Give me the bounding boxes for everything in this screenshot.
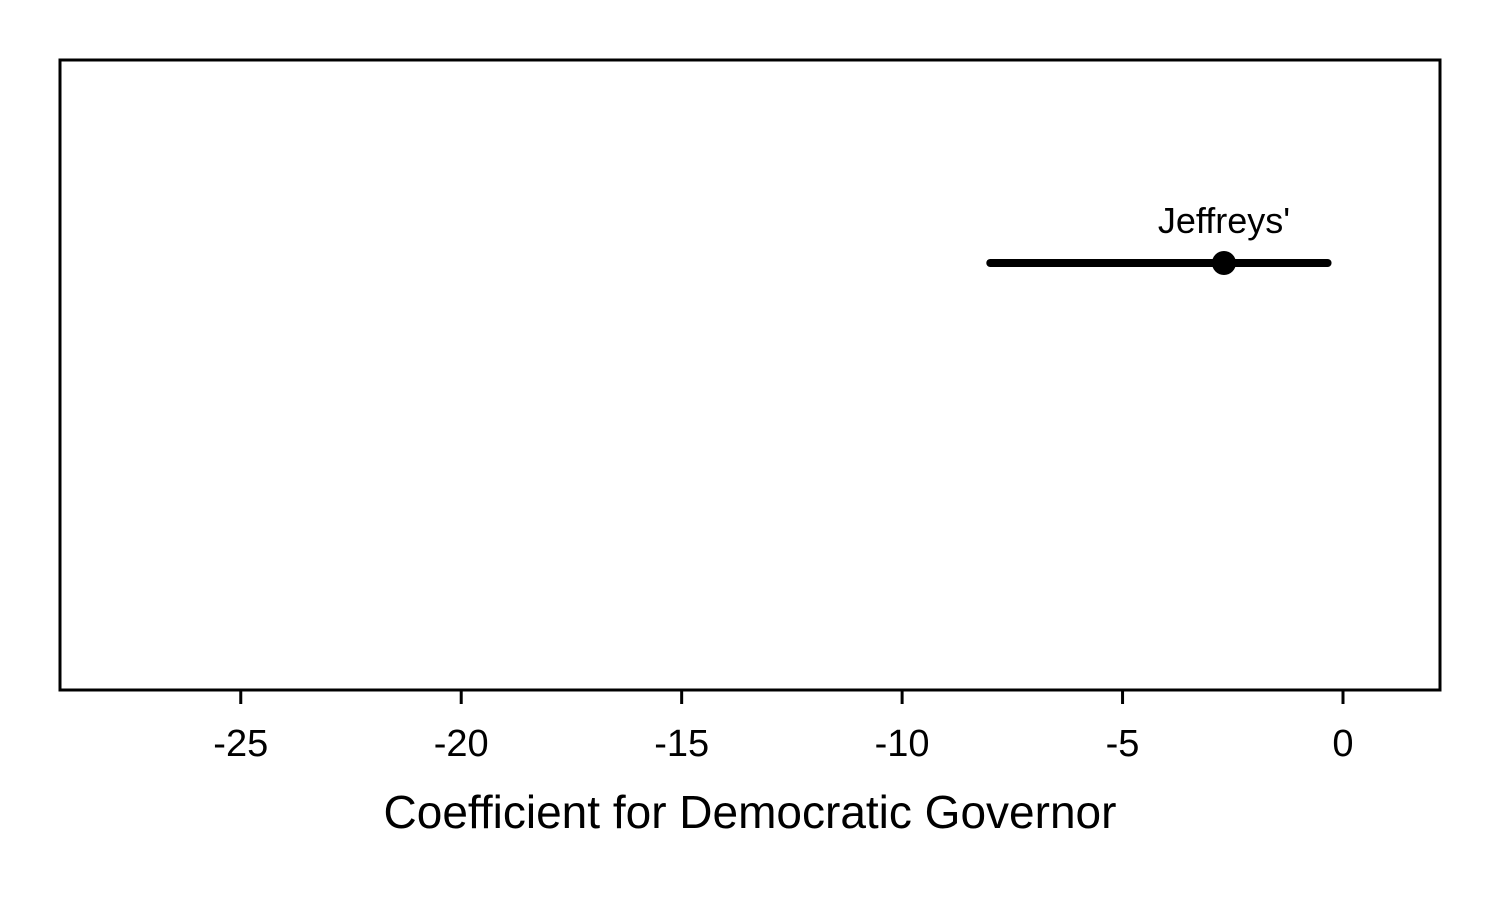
x-tick-label: -5: [1106, 723, 1140, 765]
x-tick-label: -15: [654, 723, 709, 765]
x-tick-label: 0: [1332, 723, 1353, 765]
plot-frame: [58, 58, 1442, 692]
point-estimate: [1211, 251, 1236, 275]
x-tick-label: -25: [213, 723, 268, 765]
x-tick-label: -10: [875, 723, 930, 765]
interval-label: Jeffreys': [1158, 200, 1290, 241]
interval-series: Jeffreys': [986, 200, 1332, 275]
x-axis: -25 -20 -15 -10 -5 0: [213, 690, 1354, 765]
x-axis-title: Coefficient for Democratic Governor: [384, 786, 1117, 838]
x-tick-label: -20: [434, 723, 489, 765]
